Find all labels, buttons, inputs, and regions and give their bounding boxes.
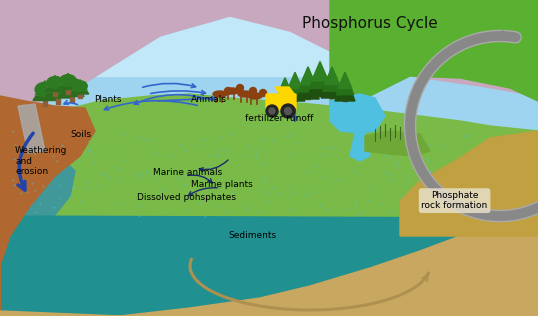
- FancyBboxPatch shape: [266, 94, 296, 110]
- Polygon shape: [0, 126, 538, 316]
- Ellipse shape: [62, 78, 82, 93]
- Text: Dissolved pohsphates: Dissolved pohsphates: [137, 193, 236, 202]
- Polygon shape: [58, 75, 78, 89]
- Polygon shape: [0, 201, 538, 316]
- Polygon shape: [285, 76, 305, 101]
- Polygon shape: [298, 68, 318, 92]
- Polygon shape: [60, 79, 84, 96]
- Polygon shape: [0, 216, 538, 316]
- Text: Sediments: Sediments: [229, 231, 277, 240]
- Polygon shape: [286, 74, 304, 95]
- Polygon shape: [338, 72, 352, 88]
- Circle shape: [224, 88, 231, 94]
- Ellipse shape: [35, 82, 55, 97]
- Polygon shape: [18, 104, 45, 153]
- Polygon shape: [279, 78, 291, 92]
- Circle shape: [250, 88, 257, 94]
- Ellipse shape: [47, 78, 69, 94]
- Polygon shape: [35, 81, 55, 95]
- Polygon shape: [78, 92, 82, 98]
- Ellipse shape: [208, 0, 263, 11]
- Polygon shape: [400, 131, 538, 236]
- Text: Plants: Plants: [94, 95, 122, 104]
- Polygon shape: [56, 94, 60, 104]
- Polygon shape: [277, 79, 293, 98]
- Polygon shape: [293, 95, 297, 101]
- Polygon shape: [321, 71, 343, 98]
- Polygon shape: [330, 94, 385, 133]
- Circle shape: [285, 107, 292, 114]
- Text: Animals: Animals: [191, 95, 227, 104]
- Polygon shape: [288, 72, 302, 88]
- Polygon shape: [70, 93, 74, 102]
- Polygon shape: [330, 0, 538, 116]
- Text: Soils: Soils: [70, 130, 91, 139]
- Polygon shape: [71, 81, 89, 94]
- Polygon shape: [318, 88, 322, 96]
- Polygon shape: [0, 136, 75, 316]
- Polygon shape: [73, 80, 87, 90]
- Ellipse shape: [225, 88, 239, 94]
- Polygon shape: [0, 94, 538, 316]
- Polygon shape: [283, 98, 287, 103]
- Polygon shape: [53, 89, 57, 96]
- Polygon shape: [47, 76, 69, 92]
- Circle shape: [281, 104, 295, 118]
- Polygon shape: [275, 87, 295, 95]
- Polygon shape: [45, 77, 65, 92]
- Ellipse shape: [47, 77, 63, 88]
- Text: Marine animals: Marine animals: [153, 168, 223, 177]
- Polygon shape: [0, 0, 538, 116]
- Polygon shape: [309, 63, 330, 88]
- Polygon shape: [62, 77, 82, 91]
- Text: fertilizer runoff: fertilizer runoff: [245, 114, 313, 123]
- Text: Phosphate
rock formation: Phosphate rock formation: [421, 191, 488, 210]
- Polygon shape: [276, 81, 294, 103]
- Polygon shape: [0, 176, 538, 316]
- Polygon shape: [330, 91, 334, 98]
- Ellipse shape: [225, 0, 305, 11]
- Polygon shape: [312, 62, 328, 81]
- Ellipse shape: [73, 81, 87, 91]
- Polygon shape: [323, 68, 342, 91]
- Polygon shape: [335, 76, 355, 101]
- Text: Marine plants: Marine plants: [191, 180, 253, 189]
- Circle shape: [266, 105, 278, 117]
- Polygon shape: [308, 66, 332, 96]
- Ellipse shape: [248, 93, 262, 99]
- Ellipse shape: [213, 91, 227, 97]
- Polygon shape: [297, 71, 319, 99]
- Polygon shape: [336, 74, 354, 95]
- Circle shape: [259, 89, 266, 96]
- Polygon shape: [47, 75, 63, 87]
- Text: Weathering
and
erosion: Weathering and erosion: [15, 146, 67, 176]
- Polygon shape: [66, 87, 70, 94]
- Polygon shape: [350, 133, 370, 161]
- Polygon shape: [306, 92, 310, 99]
- Polygon shape: [43, 97, 47, 106]
- Polygon shape: [365, 131, 430, 156]
- Circle shape: [237, 84, 244, 92]
- Polygon shape: [45, 79, 71, 98]
- Polygon shape: [0, 96, 95, 316]
- Text: Phosphate
rock formation: Phosphate rock formation: [421, 191, 488, 210]
- Polygon shape: [33, 83, 57, 100]
- Ellipse shape: [60, 75, 76, 86]
- Ellipse shape: [190, 0, 230, 13]
- Polygon shape: [300, 67, 316, 85]
- Ellipse shape: [267, 0, 322, 12]
- Circle shape: [269, 108, 275, 114]
- Polygon shape: [60, 73, 76, 85]
- Text: Phosphorus Cycle: Phosphorus Cycle: [302, 16, 438, 31]
- Polygon shape: [324, 67, 339, 84]
- Polygon shape: [343, 95, 347, 101]
- Ellipse shape: [238, 91, 252, 97]
